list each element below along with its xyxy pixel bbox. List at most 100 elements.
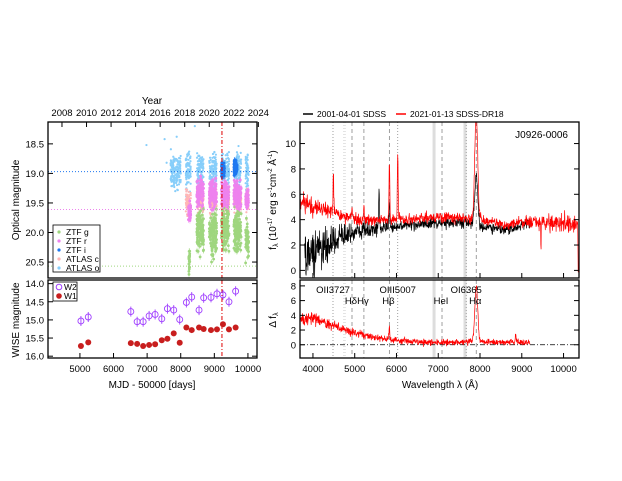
data-point-atlas-o [184,174,188,177]
year-tick-label: 2014 [125,108,146,119]
data-point-atlas-o [186,155,189,158]
data-point-ztf-g [226,232,230,236]
data-point-atlas-o [179,178,182,182]
optical-points [169,144,250,278]
data-point-atlas-o [189,155,192,158]
data-point-ztf-g [221,244,225,248]
legend-marker-w1 [56,293,62,299]
year-tick-label: 2018 [174,108,195,119]
xtick-label: 7000 [428,364,449,375]
data-point-ztf-g [211,218,214,222]
data-point-ztf-g [212,227,216,231]
data-point-ztf-g [198,255,202,259]
w1-point [183,324,190,331]
w1-point [85,339,92,346]
ytick-label: 0 [291,266,296,277]
data-point-atlas-o [178,175,181,179]
data-point-ztf-g [238,211,241,215]
data-point-atlas-c [185,206,188,209]
data-point-atlas-o [187,152,190,155]
data-point-atlas-o [244,182,247,185]
data-point-ztf-r [234,194,238,198]
data-point-ztf-g [239,226,242,229]
data-point-ztf-r [237,195,241,199]
w2-point [84,313,92,321]
data-point-ztf-r [213,195,217,199]
legend-label: ATLAS c [66,254,100,264]
data-point-ztf-r [201,194,205,198]
data-point-ztf-r [235,179,239,183]
data-point-ztf-r [195,205,199,208]
difference-spectrum [300,285,531,347]
data-point-atlas-c [189,197,192,200]
data-point-ztf-g [239,220,243,224]
data-point-atlas-o [225,157,228,160]
data-point-ztf-g [245,222,249,226]
data-point-atlas-o [213,151,216,154]
emission-line-label: Hγ [357,296,369,307]
delta-flux-ylabel: Δ fλ [268,312,280,328]
w1-point [232,324,239,331]
data-point-ztf-i [233,165,237,168]
data-point-ztf-r [210,208,214,212]
w1-point [127,340,134,347]
data-point-atlas-c [185,188,189,191]
xtick-label: 8000 [170,364,191,375]
w1-point [152,341,159,348]
spectrum-axes-frame [299,121,580,279]
data-point-ztf-g [236,249,239,253]
optical-legend-box [52,224,101,273]
data-point-ztf-g [239,248,243,252]
data-point-atlas-o [212,155,216,159]
data-point-ztf-g [245,216,248,220]
data-point-ztf-g [209,226,212,230]
data-point-ztf-g [196,242,199,245]
data-point-atlas-c [184,210,187,213]
data-point-atlas-c [184,201,188,204]
data-point-atlas-o [225,174,228,177]
data-point-ztf-g [225,223,229,227]
w2-point [163,305,171,313]
data-point-ztf-g [234,236,238,240]
data-point-ztf-g [245,233,249,237]
ytick-label: 0 [291,340,296,351]
data-point-atlas-o [227,157,230,160]
data-point-ztf-g [209,216,213,220]
data-point-ztf-g [239,241,243,245]
data-point-atlas-o [175,183,179,187]
data-point-atlas-c [189,191,192,195]
year-tick-label: 2024 [248,108,269,119]
wise-axes-frame [47,279,258,359]
data-point-atlas-c [187,190,190,193]
data-point-atlas-o [227,151,231,154]
data-point-atlas-o [172,183,175,187]
data-point-ztf-g [198,215,202,219]
data-point-ztf-r [199,192,203,196]
data-point-atlas-o [174,190,177,193]
data-point-ztf-r [188,210,192,214]
data-point-atlas-o [185,183,188,186]
xtick-label: 9000 [511,364,532,375]
data-point-atlas-o [227,181,230,184]
data-point-atlas-o [201,164,204,167]
w1-point [134,340,141,347]
data-point-atlas-o [169,162,172,165]
ytick-label: 19.0 [26,169,45,180]
data-point-atlas-o [178,167,181,170]
data-point-atlas-o [179,154,182,158]
data-point-ztf-g [244,245,248,249]
data-point-atlas-o [179,163,182,167]
data-point-atlas-o [188,164,191,168]
ytick-label: 16.0 [26,352,45,363]
data-point-atlas-o [198,157,201,161]
w1-point [196,324,203,331]
flux-ylabel: fλ (10-17 erg s-1cm-2 Å-1) [266,150,280,249]
data-point-atlas-o [197,154,200,158]
data-point-ztf-g [210,242,213,246]
data-point-ztf-r [232,202,236,206]
data-point-atlas-o [185,178,188,181]
w1-point [188,327,195,334]
data-point-atlas-c [185,204,188,207]
data-point-atlas-o [244,177,247,180]
